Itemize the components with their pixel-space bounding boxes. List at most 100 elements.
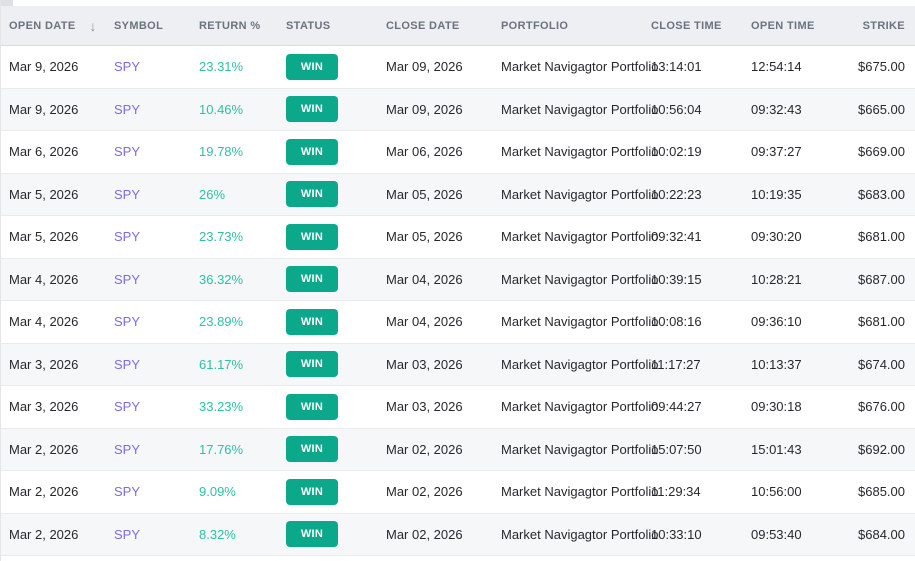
header-close-time[interactable]: CLOSE TIME — [651, 19, 722, 32]
table-row: Mar 2, 2026 SPY 17.76% WIN Mar 02, 2026 Marke… — [1, 428, 915, 471]
cell-open-time: 12:54:14 — [751, 59, 802, 75]
cell-close-date: Mar 09, 2026 — [386, 101, 463, 117]
cell-open-time: 10:13:37 — [751, 356, 802, 372]
status-win-badge: WIN — [286, 138, 338, 165]
header-close-date[interactable]: CLOSE DATE — [386, 19, 460, 32]
cell-strike: $692.00 — [858, 441, 905, 457]
cell-open-time: 10:56:00 — [751, 484, 802, 500]
cell-return-pct: 23.73% — [199, 229, 244, 245]
cell-status: WIN — [286, 351, 386, 378]
cell-status: WIN — [286, 478, 386, 505]
table-row: Mar 3, 2026 SPY 61.17% WIN Mar 03, 2026 Marke… — [1, 343, 915, 386]
cell-close-time: 10:02:19 — [651, 144, 702, 160]
status-win-badge: WIN — [286, 181, 338, 208]
cell-portfolio: Market Navigagtor Portfolio — [501, 186, 659, 202]
cell-open-date: Mar 5, 2026 — [9, 186, 79, 202]
cell-symbol: SPY — [114, 399, 141, 415]
cell-open-date: Mar 9, 2026 — [9, 101, 79, 117]
table-row: Mar 2, 2026 SPY 8.32% WIN Mar 02, 2026 Market… — [1, 513, 915, 556]
cell-return-pct: 26% — [199, 186, 226, 202]
cell-close-time: 10:22:23 — [651, 186, 702, 202]
cell-close-time: 10:08:16 — [651, 314, 702, 330]
cell-symbol: SPY — [114, 101, 141, 117]
cell-return-pct: 23.89% — [199, 314, 244, 330]
cell-open-time: 10:28:21 — [751, 271, 802, 287]
table-row: Mar 6, 2026 SPY 19.78% WIN Mar 06, 2026 Marke… — [1, 131, 915, 174]
cell-strike: $674.00 — [858, 356, 905, 372]
status-win-badge: WIN — [286, 308, 338, 335]
cell-portfolio: Market Navigagtor Portfolio — [501, 356, 659, 372]
cell-symbol: SPY — [114, 484, 141, 500]
cell-status: WIN — [286, 521, 386, 548]
cell-close-date: Mar 04, 2026 — [386, 271, 463, 287]
cell-close-date: Mar 04, 2026 — [386, 314, 463, 330]
cell-symbol: SPY — [114, 229, 141, 245]
status-win-badge: WIN — [286, 266, 338, 293]
cell-open-date: Mar 2, 2026 — [9, 484, 79, 500]
cell-portfolio: Market Navigagtor Portfolio — [501, 59, 659, 75]
cell-portfolio: Market Navigagtor Portfolio — [501, 526, 659, 542]
cell-portfolio: Market Navigagtor Portfolio — [501, 399, 659, 415]
cell-open-time: 09:30:18 — [751, 399, 802, 415]
sort-desc-icon[interactable]: ↓ — [89, 17, 97, 34]
status-win-badge: WIN — [286, 351, 338, 378]
header-open-date[interactable]: OPEN DATE ↓ — [1, 19, 114, 33]
cell-open-date: Mar 2, 2026 — [9, 526, 79, 542]
table-header-row: OPEN DATE ↓ SYMBOL RETURN % STATUS CLOSE… — [1, 6, 915, 46]
header-open-time[interactable]: OPEN TIME — [751, 19, 815, 32]
cell-open-date: Mar 4, 2026 — [9, 271, 79, 287]
cell-status: WIN — [286, 53, 386, 80]
cell-close-time: 09:44:27 — [651, 399, 702, 415]
table-row: Mar 9, 2026 SPY 23.31% WIN Mar 09, 2026 Marke… — [1, 46, 915, 89]
header-portfolio[interactable]: PORTFOLIO — [501, 19, 569, 32]
cell-close-date: Mar 05, 2026 — [386, 186, 463, 202]
cell-strike: $665.00 — [858, 101, 905, 117]
header-status[interactable]: STATUS — [286, 19, 331, 32]
cell-open-date: Mar 5, 2026 — [9, 229, 79, 245]
cell-symbol: SPY — [114, 356, 141, 372]
cell-close-date: Mar 03, 2026 — [386, 356, 463, 372]
table-row: Mar 3, 2026 SPY 33.23% WIN Mar 03, 2026 Marke… — [1, 386, 915, 429]
cell-portfolio: Market Navigagtor Portfolio — [501, 229, 659, 245]
cell-symbol: SPY — [114, 186, 141, 202]
cell-close-date: Mar 02, 2026 — [386, 484, 463, 500]
cell-symbol: SPY — [114, 59, 141, 75]
cell-symbol: SPY — [114, 144, 141, 160]
cell-close-time: 10:56:04 — [651, 101, 702, 117]
cell-symbol: SPY — [114, 271, 141, 287]
cell-return-pct: 61.17% — [199, 356, 244, 372]
table-row: Mar 4, 2026 SPY 23.89% WIN Mar 04, 2026 Marke… — [1, 301, 915, 344]
cell-close-date: Mar 02, 2026 — [386, 526, 463, 542]
cell-status: WIN — [286, 223, 386, 250]
status-win-badge: WIN — [286, 436, 338, 463]
cell-close-time: 10:33:10 — [651, 526, 702, 542]
cell-strike: $685.00 — [858, 484, 905, 500]
table-row: Mar 4, 2026 SPY 36.32% WIN Mar 04, 2026 Marke… — [1, 258, 915, 301]
cell-strike: $681.00 — [858, 229, 905, 245]
cell-close-date: Mar 06, 2026 — [386, 144, 463, 160]
cell-open-date: Mar 9, 2026 — [9, 59, 79, 75]
cell-portfolio: Market Navigagtor Portfolio — [501, 101, 659, 117]
status-win-badge: WIN — [286, 521, 338, 548]
cell-strike: $683.00 — [858, 186, 905, 202]
cell-open-time: 09:30:20 — [751, 229, 802, 245]
cell-status: WIN — [286, 266, 386, 293]
cell-strike: $676.00 — [858, 399, 905, 415]
cell-strike: $687.00 — [858, 271, 905, 287]
cell-return-pct: 23.31% — [199, 59, 244, 75]
header-strike[interactable]: STRIKE — [862, 19, 905, 32]
header-symbol[interactable]: SYMBOL — [114, 19, 164, 32]
header-open-date-label: OPEN DATE — [9, 19, 76, 32]
cell-close-date: Mar 09, 2026 — [386, 59, 463, 75]
table-body: Mar 9, 2026 SPY 23.31% WIN Mar 09, 2026 Marke… — [1, 46, 915, 556]
header-return-pct[interactable]: RETURN % — [199, 19, 261, 32]
cell-status: WIN — [286, 138, 386, 165]
cell-open-date: Mar 2, 2026 — [9, 441, 79, 457]
cell-portfolio: Market Navigagtor Portfolio — [501, 441, 659, 457]
status-win-badge: WIN — [286, 478, 338, 505]
cell-close-time: 13:14:01 — [651, 59, 702, 75]
cell-return-pct: 36.32% — [199, 271, 244, 287]
cell-close-time: 15:07:50 — [651, 441, 702, 457]
cell-close-date: Mar 05, 2026 — [386, 229, 463, 245]
